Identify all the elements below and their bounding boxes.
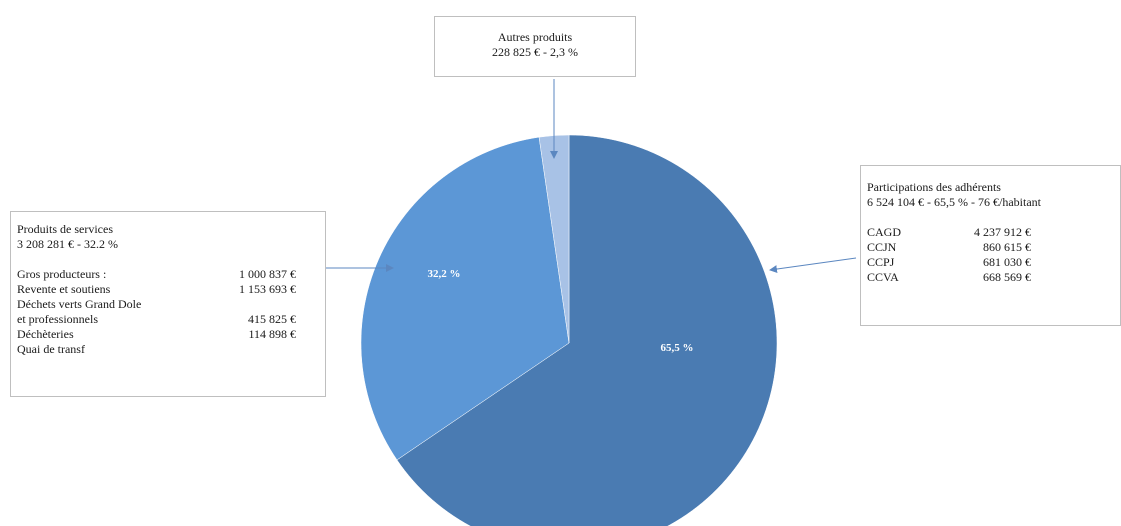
item-label: CCJN	[867, 240, 897, 254]
list-item: et professionnels 415 825 €	[17, 312, 319, 327]
callout-title: Participations des adhérents	[867, 180, 1001, 194]
item-value: 114 898 €	[248, 327, 296, 341]
list-item: CCPJ 681 030 €	[867, 255, 1114, 270]
callout-autres-produits: Autres produits 228 825 € - 2,3 %	[434, 16, 636, 77]
item-label: et professionnels	[17, 312, 98, 326]
item-label: Déchets verts Grand Dole	[17, 297, 142, 311]
callout-subtitle: 6 524 104 € - 65,5 % - 76 €/habitant	[867, 195, 1041, 209]
callout-participations-adherents: Participations des adhérents 6 524 104 €…	[860, 165, 1121, 326]
item-value: 1 000 837 €	[239, 267, 296, 281]
item-value: 668 569 €	[983, 270, 1031, 284]
list-item: Déchèteries 114 898 €	[17, 327, 319, 342]
list-item: Revente et soutiens 1 153 693 €	[17, 282, 319, 297]
item-label: Revente et soutiens	[17, 282, 111, 296]
item-value: 4 237 912 €	[974, 225, 1031, 239]
item-label: Déchèteries	[17, 327, 74, 341]
list-item: CCJN 860 615 €	[867, 240, 1114, 255]
item-value: 1 153 693 €	[239, 282, 296, 296]
item-label: CCVA	[867, 270, 899, 284]
adherents-connector	[769, 257, 857, 273]
item-label: Quai de transf	[17, 342, 85, 356]
list-item: Déchets verts Grand Dole	[17, 297, 319, 312]
item-label: CAGD	[867, 225, 902, 239]
callout-subtitle: 228 825 € - 2,3 %	[492, 45, 578, 59]
callout-title: Autres produits	[497, 30, 573, 44]
list-item: Gros producteurs : 1 000 837 €	[17, 267, 319, 282]
item-value: 860 615 €	[983, 240, 1031, 254]
item-value: 415 825 €	[248, 312, 296, 326]
slice-data-label: 65,5 %	[661, 342, 694, 354]
pie-slice	[360, 136, 570, 461]
callout-subtitle: 3 208 281 € - 32.2 %	[17, 237, 118, 251]
slice-data-label: 32,2 %	[428, 268, 461, 280]
item-label: CCPJ	[867, 255, 895, 269]
list-item: Quai de transf	[17, 342, 319, 357]
list-item: CAGD 4 237 912 €	[867, 225, 1114, 240]
item-label: Gros producteurs :	[17, 267, 107, 281]
list-item: CCVA 668 569 €	[867, 270, 1114, 285]
pie-slice	[396, 134, 778, 526]
callout-produits-services: Produits de services 3 208 281 € - 32.2 …	[10, 211, 326, 397]
callout-title: Produits de services	[17, 222, 113, 236]
item-value	[201, 297, 296, 312]
item-value: 681 030 €	[983, 255, 1031, 269]
item-value	[201, 342, 296, 357]
